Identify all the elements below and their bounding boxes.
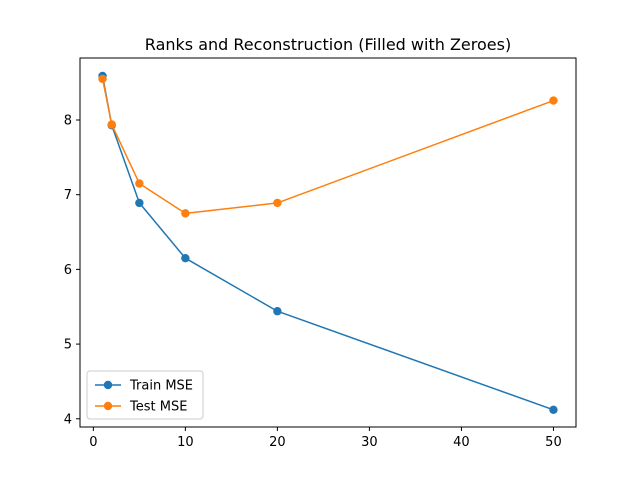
y-tick-label: 7 [64, 188, 72, 203]
legend: Train MSE Test MSE [86, 370, 204, 420]
chart-title: Ranks and Reconstruction (Filled with Ze… [145, 35, 511, 54]
train-mse-point [549, 405, 558, 415]
x-tick-label: 30 [361, 435, 378, 450]
test-mse-point [107, 120, 116, 129]
test-mse-point [135, 179, 144, 188]
train-mse-point [135, 198, 144, 208]
x-tick-label: 40 [453, 435, 470, 450]
train-mse-point [273, 307, 282, 316]
y-tick-label: 6 [64, 263, 72, 278]
axes-frame [79, 57, 577, 428]
plot-area [98, 71, 558, 415]
test-mse-point [98, 74, 107, 84]
y-tick-label: 8 [64, 113, 72, 128]
x-tick-label: 10 [177, 435, 194, 450]
legend-label-test-mse: Test MSE [129, 400, 187, 415]
x-tick-label: 0 [89, 435, 97, 450]
test-mse-point [181, 209, 190, 218]
y-tick-label: 5 [64, 338, 72, 353]
y-tick-label: 4 [64, 412, 72, 427]
legend-marker-train-mse [103, 380, 113, 390]
test-mse-line [101, 78, 554, 215]
x-tick-label: 50 [545, 435, 562, 450]
legend-marker-test-mse [103, 401, 113, 411]
series-test-mse [98, 74, 558, 218]
legend-label-train-mse: Train MSE [129, 379, 193, 394]
legend-box [86, 370, 204, 420]
axes: 0 10 20 30 40 50 4 5 6 7 8 [64, 113, 562, 450]
test-mse-point [549, 96, 558, 105]
test-mse-point [273, 198, 282, 208]
train-mse-point [181, 253, 190, 263]
x-tick-label: 20 [269, 435, 286, 450]
